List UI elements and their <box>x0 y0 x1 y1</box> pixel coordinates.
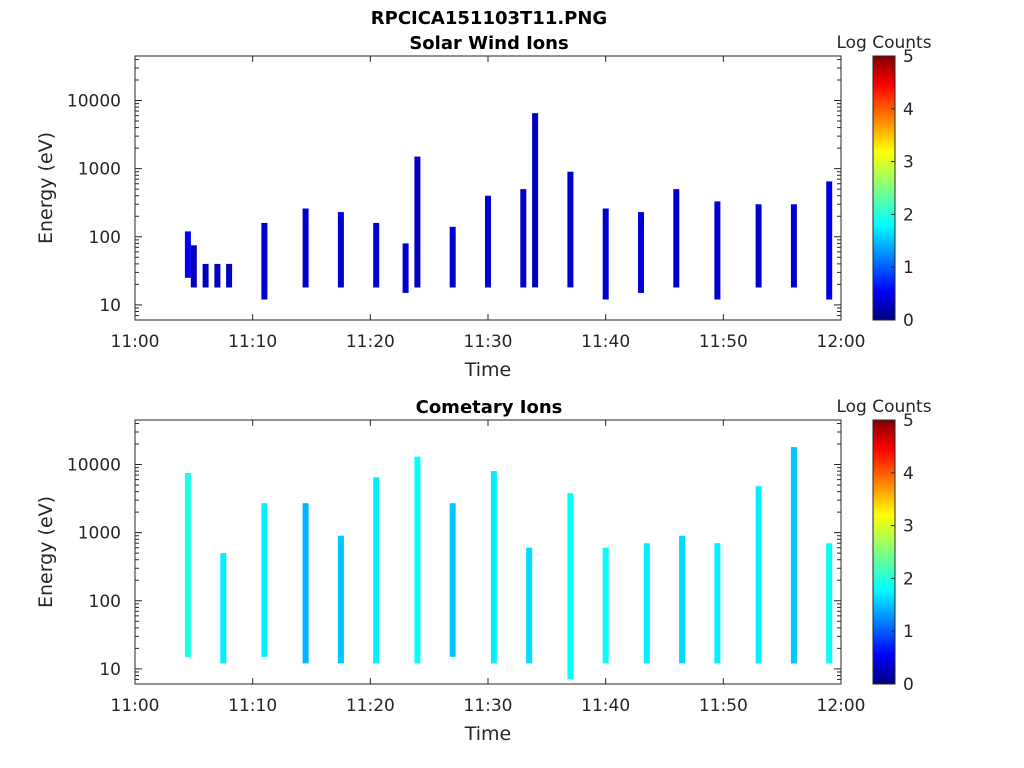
data-column <box>714 201 721 300</box>
data-column <box>226 263 233 288</box>
colorbar-tick-label: 3 <box>903 517 914 537</box>
data-column <box>214 263 221 288</box>
x-axis-label: Time <box>464 359 512 381</box>
colorbar-tick-label: 2 <box>903 569 914 589</box>
data-column <box>790 204 797 288</box>
colorbar-gradient <box>872 55 896 321</box>
data-column <box>567 493 574 680</box>
data-column <box>485 195 491 288</box>
data-column <box>337 212 344 288</box>
data-column <box>567 171 574 288</box>
colorbar-tick-label: 5 <box>903 411 914 431</box>
spectrogram-marks <box>184 113 833 300</box>
x-tick-label: 11:40 <box>581 332 630 352</box>
colorbar-tick-label: 1 <box>903 258 914 278</box>
x-tick-label: 11:10 <box>228 696 277 716</box>
data-column <box>449 503 456 657</box>
data-column <box>373 222 380 288</box>
x-tick-label: 11:50 <box>699 332 748 352</box>
panel-title: Solar Wind Ions <box>409 33 568 54</box>
data-column <box>184 231 191 278</box>
x-tick-label: 11:30 <box>464 696 513 716</box>
data-column <box>402 243 409 293</box>
y-tick-label: 10 <box>99 296 121 316</box>
data-column <box>302 503 309 664</box>
x-tick-label: 11:50 <box>699 696 748 716</box>
colorbar-tick-label: 0 <box>903 311 914 331</box>
colorbar-tick-label: 5 <box>903 47 914 67</box>
data-column <box>790 447 797 664</box>
data-column <box>261 222 268 300</box>
data-column <box>220 553 227 664</box>
x-tick-label: 11:30 <box>464 332 513 352</box>
axes: 11:00 11:10 11:20 11:30 11:40 11:50 12:00 10 100… <box>67 419 866 716</box>
colorbar-tick-label: 1 <box>903 622 914 642</box>
colorbar-tick-label: 3 <box>903 153 914 173</box>
data-column <box>673 189 680 288</box>
colorbar-tick-label: 0 <box>903 675 914 695</box>
data-column <box>638 212 644 293</box>
data-column <box>261 503 268 657</box>
data-column <box>520 189 527 288</box>
data-column <box>643 543 650 664</box>
colorbar: 0 1 2 3 4 5 <box>872 47 914 331</box>
spectrogram-marks <box>184 447 833 680</box>
y-tick-label: 1000 <box>78 160 121 180</box>
figure-title: RPCICA151103T11.PNG <box>371 8 607 29</box>
cometary-ions-panel: Cometary Ions 11:00 11:10 11:20 11:30 11:40 1… <box>35 397 932 745</box>
data-column <box>526 547 533 664</box>
y-axis-label: Energy (eV) <box>35 132 57 244</box>
y-tick-label: 100 <box>89 228 121 248</box>
colorbar-tick-label: 4 <box>903 100 914 120</box>
axes: 11:00 11:10 11:20 11:30 11:40 11:50 12:00 10 100… <box>67 55 866 352</box>
x-tick-label: 11:00 <box>111 332 160 352</box>
data-column <box>755 486 762 664</box>
data-column <box>826 181 833 300</box>
x-tick-label: 12:00 <box>817 332 866 352</box>
x-tick-label: 12:00 <box>817 696 866 716</box>
x-tick-label: 11:40 <box>581 696 630 716</box>
y-tick-label: 100 <box>89 592 121 612</box>
data-column <box>532 113 539 288</box>
data-column <box>373 477 380 664</box>
colorbar-tick-label: 4 <box>903 464 914 484</box>
data-column <box>190 245 197 288</box>
x-tick-label: 11:00 <box>111 696 160 716</box>
y-tick-label: 1000 <box>78 524 121 544</box>
data-column <box>602 547 609 664</box>
y-axis-label: Energy (eV) <box>35 496 57 608</box>
y-tick-label: 10 <box>99 660 121 680</box>
colorbar: 0 1 2 3 4 5 <box>872 411 914 695</box>
data-column <box>490 471 497 664</box>
data-column <box>302 208 309 288</box>
data-column <box>449 226 456 288</box>
colorbar-label: Log Counts <box>836 33 931 53</box>
plot-area <box>135 420 841 684</box>
data-column <box>714 543 721 664</box>
data-column <box>679 535 686 664</box>
y-tick-label: 10000 <box>67 456 121 476</box>
panel-title: Cometary Ions <box>416 397 563 418</box>
data-column <box>414 456 421 664</box>
data-column <box>414 156 421 288</box>
x-tick-label: 11:10 <box>228 332 277 352</box>
x-tick-label: 11:20 <box>346 696 395 716</box>
colorbar-label: Log Counts <box>836 397 931 417</box>
data-column <box>602 208 609 300</box>
data-column <box>337 535 344 664</box>
solar-wind-ions-panel: Solar Wind Ions 11:00 11:10 11:20 11:30 11:4… <box>35 33 932 381</box>
data-column <box>202 263 209 288</box>
colorbar-gradient <box>872 419 896 685</box>
x-axis-label: Time <box>464 723 512 745</box>
data-column <box>755 204 762 288</box>
y-tick-label: 10000 <box>67 92 121 112</box>
colorbar-tick-label: 2 <box>903 205 914 225</box>
x-tick-label: 11:20 <box>346 332 395 352</box>
data-column <box>826 543 833 664</box>
data-column <box>184 473 191 657</box>
